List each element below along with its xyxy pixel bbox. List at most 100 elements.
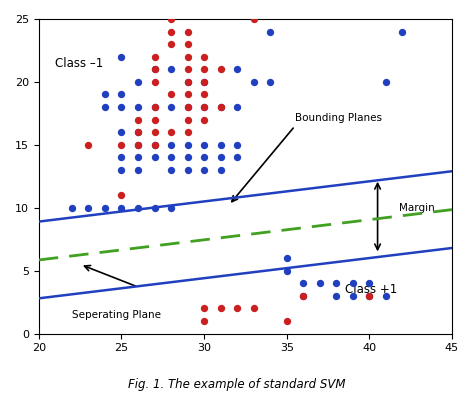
Point (184, 79, 191, 85)
Point (332, 293, 340, 299)
Point (201, 142, 208, 148)
Point (134, 104, 142, 110)
Text: Bounding Planes: Bounding Planes (295, 113, 382, 124)
Point (201, 104, 208, 110)
Point (201, 66, 208, 72)
Point (184, 104, 191, 110)
Point (101, 205, 109, 211)
Point (233, 154, 241, 160)
Point (316, 280, 324, 286)
Point (118, 142, 125, 148)
Point (134, 167, 142, 173)
Point (85, 142, 92, 148)
Point (365, 293, 373, 299)
Point (118, 205, 125, 211)
Point (184, 129, 191, 135)
Point (118, 154, 125, 160)
Point (134, 79, 142, 85)
Point (167, 142, 175, 148)
Point (167, 129, 175, 135)
Point (201, 53, 208, 60)
Text: Class +1: Class +1 (345, 283, 397, 296)
Point (151, 142, 158, 148)
Point (217, 66, 224, 72)
Point (101, 104, 109, 110)
Point (201, 79, 208, 85)
Point (151, 104, 158, 110)
Point (184, 66, 191, 72)
Point (266, 79, 274, 85)
Point (233, 305, 241, 312)
Text: Seperating Plane: Seperating Plane (72, 310, 161, 320)
Point (167, 66, 175, 72)
Point (233, 142, 241, 148)
Point (134, 129, 142, 135)
Point (283, 318, 291, 324)
Point (151, 79, 158, 85)
Point (201, 79, 208, 85)
Point (184, 154, 191, 160)
Point (151, 142, 158, 148)
Point (184, 142, 191, 148)
Point (233, 104, 241, 110)
Point (134, 129, 142, 135)
Point (250, 305, 257, 312)
Point (217, 104, 224, 110)
Text: Fig. 1. The example of standard SVM: Fig. 1. The example of standard SVM (128, 378, 346, 391)
Point (184, 29, 191, 35)
Point (118, 167, 125, 173)
Point (118, 129, 125, 135)
Point (85, 205, 92, 211)
Point (151, 205, 158, 211)
Point (134, 142, 142, 148)
Point (399, 29, 406, 35)
Point (217, 167, 224, 173)
Point (151, 53, 158, 60)
Point (300, 280, 307, 286)
Point (201, 91, 208, 98)
Point (201, 167, 208, 173)
Point (332, 280, 340, 286)
Point (300, 293, 307, 299)
Point (118, 192, 125, 198)
Point (167, 41, 175, 48)
Point (134, 205, 142, 211)
Point (250, 79, 257, 85)
Point (184, 79, 191, 85)
Point (151, 66, 158, 72)
Point (382, 79, 390, 85)
Point (167, 16, 175, 22)
Point (184, 91, 191, 98)
Point (250, 16, 257, 22)
Point (134, 116, 142, 123)
Point (134, 142, 142, 148)
Point (151, 66, 158, 72)
Point (365, 293, 373, 299)
Point (266, 29, 274, 35)
Point (167, 154, 175, 160)
Point (217, 104, 224, 110)
Point (201, 154, 208, 160)
Point (349, 280, 356, 286)
Point (201, 104, 208, 110)
Point (283, 255, 291, 261)
Text: Margin: Margin (399, 203, 435, 213)
Point (300, 293, 307, 299)
Point (184, 116, 191, 123)
Text: Class –1: Class –1 (55, 57, 104, 70)
Point (382, 293, 390, 299)
Point (184, 167, 191, 173)
Point (151, 104, 158, 110)
Point (184, 104, 191, 110)
Point (134, 154, 142, 160)
Point (118, 91, 125, 98)
Point (201, 318, 208, 324)
Point (151, 116, 158, 123)
Point (201, 116, 208, 123)
Point (365, 280, 373, 286)
Point (167, 91, 175, 98)
Point (167, 167, 175, 173)
Point (201, 305, 208, 312)
Point (151, 129, 158, 135)
Point (184, 41, 191, 48)
